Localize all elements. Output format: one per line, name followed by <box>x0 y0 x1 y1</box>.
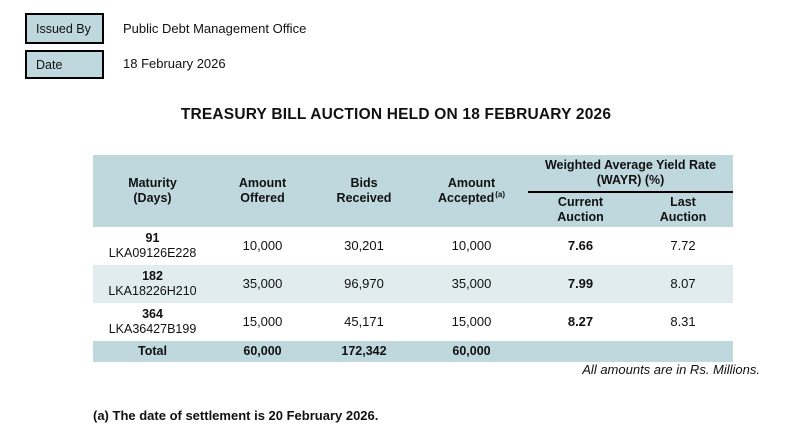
table-row-91: 91 LKA09126E228 10,000 30,201 10,000 7.6… <box>93 227 733 265</box>
maturity-isin: LKA36427B199 <box>108 322 197 336</box>
maturity-cell: 91 LKA09126E228 <box>93 227 212 265</box>
amount-offered-cell: 15,000 <box>242 314 283 330</box>
col-header-last-auction: Last Auction <box>633 192 733 227</box>
maturity-cell: 182 LKA18226H210 <box>93 265 212 303</box>
date-value: 18 February 2026 <box>123 56 226 71</box>
issued-by-label: Issued By <box>36 21 91 36</box>
total-wayr-current-empty <box>528 341 633 362</box>
maturity-cell: 364 LKA36427B199 <box>93 303 212 341</box>
settlement-footnote: (a) The date of settlement is 20 Februar… <box>93 408 379 423</box>
issued-by-box: Issued By <box>25 13 104 44</box>
total-bids: 172,342 <box>341 344 387 359</box>
col-header-bids-received: Bids Received <box>313 155 415 227</box>
amount-accepted-cell: 35,000 <box>451 276 492 292</box>
maturity-days: 182 <box>142 269 163 284</box>
bids-received-cell: 30,201 <box>344 238 384 254</box>
total-offered: 60,000 <box>243 344 282 359</box>
date-label: Date <box>36 57 63 72</box>
amounts-note: All amounts are in Rs. Millions. <box>582 362 760 377</box>
date-box: Date <box>25 50 104 79</box>
wayr-last-cell: 7.72 <box>670 238 696 254</box>
bids-received-cell: 45,171 <box>344 314 384 330</box>
wayr-current-cell: 7.99 <box>567 276 594 292</box>
bids-received-cell: 96,970 <box>344 276 384 292</box>
page-title: TREASURY BILL AUCTION HELD ON 18 FEBRUAR… <box>180 106 612 123</box>
amount-offered-cell: 10,000 <box>242 238 283 254</box>
maturity-isin: LKA18226H210 <box>108 284 197 298</box>
auction-table: Maturity (Days) Amount Offered Bids Rece… <box>93 155 733 362</box>
wayr-last-cell: 8.31 <box>670 314 696 330</box>
table-row-364: 364 LKA36427B199 15,000 45,171 15,000 8.… <box>93 303 733 341</box>
footnote-marker: (a) <box>495 190 506 200</box>
maturity-days: 364 <box>142 307 163 322</box>
issued-by-value: Public Debt Management Office <box>123 21 307 36</box>
amount-offered-cell: 35,000 <box>242 276 283 292</box>
maturity-days: 91 <box>145 231 160 246</box>
col-header-maturity: Maturity (Days) <box>93 155 212 227</box>
wayr-current-cell: 7.66 <box>567 238 594 254</box>
col-header-amount-offered: Amount Offered <box>212 155 313 227</box>
wayr-last-cell: 8.07 <box>670 276 696 292</box>
total-accepted: 60,000 <box>452 344 491 359</box>
amount-accepted-cell: 10,000 <box>451 238 492 254</box>
total-wayr-last-empty <box>633 341 733 362</box>
total-row: Total 60,000 172,342 60,000 <box>93 341 733 362</box>
col-header-amount-accepted: Amount Accepted(a) <box>415 155 528 227</box>
col-header-wayr-group: Weighted Average Yield Rate (WAYR) (%) <box>528 155 733 193</box>
wayr-current-cell: 8.27 <box>567 314 594 330</box>
maturity-isin: LKA09126E228 <box>108 246 197 260</box>
table-row-182: 182 LKA18226H210 35,000 96,970 35,000 7.… <box>93 265 733 303</box>
amount-accepted-cell: 15,000 <box>451 314 492 330</box>
total-label: Total <box>138 344 167 359</box>
col-header-current-auction: Current Auction <box>528 192 633 227</box>
